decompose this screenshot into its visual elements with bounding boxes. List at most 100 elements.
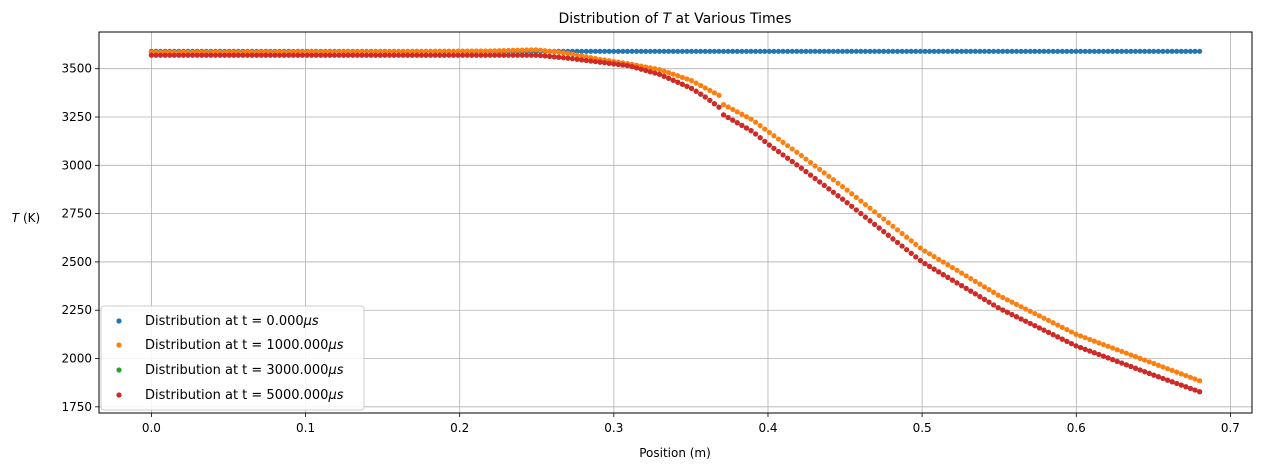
data-point bbox=[656, 48, 663, 54]
x-tick-label: 0.3 bbox=[604, 421, 623, 435]
data-point bbox=[656, 71, 663, 77]
data-point bbox=[1073, 48, 1079, 54]
data-point bbox=[926, 263, 933, 269]
data-point bbox=[698, 82, 704, 89]
data-point bbox=[450, 52, 457, 58]
legend-marker-series-1 bbox=[116, 318, 122, 324]
data-point bbox=[395, 48, 402, 55]
data-point bbox=[519, 47, 525, 53]
data-point bbox=[620, 62, 626, 68]
data-point bbox=[414, 52, 420, 58]
legend-label-series-1: Distribution at t = 0.000μs bbox=[145, 314, 319, 329]
legend-entry: Distribution at t = 0.000μs bbox=[116, 314, 319, 329]
data-point bbox=[702, 85, 708, 91]
data-point bbox=[377, 52, 383, 58]
data-point bbox=[872, 48, 878, 54]
data-point bbox=[995, 292, 1001, 298]
data-point bbox=[862, 48, 869, 54]
data-point bbox=[1196, 48, 1203, 54]
data-point bbox=[702, 48, 708, 54]
data-point bbox=[418, 48, 425, 54]
data-point bbox=[437, 52, 443, 58]
data-point bbox=[679, 74, 685, 80]
data-point bbox=[208, 52, 214, 58]
data-point bbox=[1114, 358, 1120, 364]
data-point bbox=[1151, 372, 1157, 378]
data-point bbox=[1041, 327, 1047, 333]
data-point bbox=[199, 52, 205, 58]
data-point bbox=[1077, 333, 1084, 339]
data-point bbox=[1087, 48, 1093, 54]
data-point bbox=[798, 165, 804, 171]
data-point bbox=[418, 52, 425, 58]
data-point bbox=[350, 52, 356, 58]
data-point bbox=[1114, 48, 1120, 54]
data-point bbox=[1009, 48, 1015, 54]
data-point bbox=[432, 52, 438, 58]
data-point bbox=[1091, 48, 1097, 54]
data-point bbox=[812, 48, 818, 54]
data-point bbox=[890, 223, 896, 229]
data-point bbox=[839, 48, 846, 54]
data-point bbox=[629, 63, 635, 70]
data-point bbox=[991, 48, 997, 54]
data-point bbox=[1178, 48, 1184, 54]
data-point bbox=[775, 136, 782, 142]
data-point bbox=[1137, 48, 1143, 54]
data-point bbox=[620, 48, 626, 54]
data-point bbox=[661, 73, 667, 79]
data-point bbox=[670, 71, 676, 77]
data-point bbox=[432, 48, 438, 54]
data-point bbox=[748, 128, 754, 134]
data-point bbox=[775, 48, 782, 54]
y-axis-title: T (K) bbox=[12, 211, 40, 225]
data-point bbox=[780, 48, 786, 54]
data-point bbox=[1000, 307, 1006, 313]
data-point bbox=[954, 267, 960, 273]
data-point bbox=[872, 209, 878, 215]
data-point bbox=[675, 73, 681, 79]
data-point bbox=[1183, 384, 1189, 390]
legend-entry: Distribution at t = 3000.000μs bbox=[116, 363, 344, 378]
data-point bbox=[1045, 48, 1052, 54]
data-point bbox=[217, 52, 223, 58]
legend-entry: Distribution at t = 1000.000μs bbox=[116, 338, 344, 353]
data-point bbox=[409, 52, 415, 58]
data-point bbox=[203, 52, 209, 58]
data-point bbox=[968, 48, 974, 54]
data-point bbox=[684, 76, 690, 82]
data-point bbox=[583, 57, 589, 64]
data-point bbox=[977, 294, 983, 300]
data-point bbox=[661, 68, 667, 74]
data-point bbox=[1087, 336, 1093, 343]
data-point bbox=[505, 47, 512, 54]
data-point bbox=[1068, 340, 1075, 347]
data-point bbox=[414, 48, 420, 55]
data-point bbox=[803, 169, 809, 175]
x-tick-label: 0.7 bbox=[1221, 421, 1240, 435]
data-point bbox=[936, 269, 942, 275]
data-point bbox=[981, 284, 988, 290]
data-point bbox=[547, 53, 553, 59]
data-point bbox=[785, 155, 791, 161]
data-point bbox=[954, 280, 960, 286]
x-tick-label: 0.4 bbox=[758, 421, 777, 435]
data-point bbox=[469, 52, 475, 58]
data-point bbox=[592, 58, 599, 65]
y-tick-label: 2250 bbox=[61, 303, 92, 317]
data-point bbox=[675, 79, 681, 85]
data-point bbox=[542, 53, 548, 59]
data-point bbox=[601, 48, 608, 54]
data-point bbox=[1142, 369, 1148, 375]
data-point bbox=[547, 48, 553, 54]
data-point bbox=[1192, 48, 1198, 54]
data-point bbox=[450, 48, 457, 54]
data-point bbox=[473, 52, 479, 58]
data-point bbox=[743, 114, 750, 120]
y-tick-label: 2500 bbox=[61, 255, 92, 269]
data-point bbox=[1036, 48, 1042, 54]
legend-label-series-2-value: Distribution at t = 1000.000 bbox=[145, 338, 328, 353]
data-point bbox=[995, 48, 1001, 54]
data-point bbox=[922, 248, 928, 254]
data-point bbox=[940, 48, 946, 54]
